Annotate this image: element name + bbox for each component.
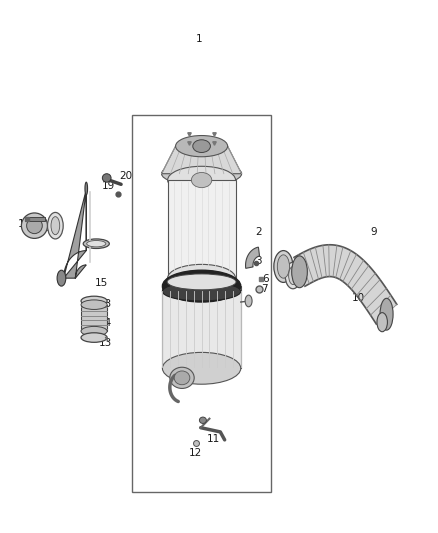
Bar (168, 180, 236, 278)
Text: 14: 14 (99, 318, 113, 328)
Text: 19: 19 (101, 181, 115, 191)
Polygon shape (64, 190, 86, 278)
Ellipse shape (102, 174, 111, 182)
Ellipse shape (162, 270, 241, 302)
Text: 8: 8 (285, 278, 292, 288)
Polygon shape (25, 217, 45, 221)
Ellipse shape (57, 270, 66, 286)
Ellipse shape (176, 135, 228, 157)
Text: 6: 6 (263, 274, 269, 284)
Text: 16: 16 (91, 240, 104, 251)
Ellipse shape (274, 251, 293, 282)
Ellipse shape (83, 239, 110, 248)
Ellipse shape (51, 216, 60, 235)
Text: 9: 9 (370, 227, 377, 237)
Text: 20: 20 (119, 172, 132, 181)
Text: 2: 2 (255, 227, 261, 237)
Ellipse shape (162, 352, 241, 384)
Bar (81, 305, 107, 331)
Ellipse shape (193, 140, 210, 152)
Text: 13: 13 (99, 298, 113, 309)
Text: 15: 15 (95, 278, 108, 288)
Ellipse shape (167, 274, 236, 290)
Polygon shape (294, 245, 397, 324)
Ellipse shape (191, 173, 212, 188)
Text: 4: 4 (275, 256, 281, 266)
Ellipse shape (292, 256, 307, 288)
Text: 11: 11 (207, 434, 220, 444)
Ellipse shape (87, 240, 106, 247)
Ellipse shape (285, 262, 301, 289)
Ellipse shape (21, 213, 47, 238)
Ellipse shape (170, 367, 194, 389)
Ellipse shape (277, 255, 290, 278)
Ellipse shape (377, 313, 388, 332)
Bar (132, 115, 271, 492)
Ellipse shape (174, 371, 190, 385)
Polygon shape (162, 146, 242, 174)
Ellipse shape (81, 296, 107, 306)
Text: 13: 13 (99, 338, 113, 349)
Text: 5: 5 (294, 262, 300, 271)
Ellipse shape (380, 298, 393, 330)
Text: 7: 7 (261, 284, 268, 294)
Ellipse shape (162, 162, 242, 185)
Text: 3: 3 (255, 256, 261, 266)
Ellipse shape (168, 166, 236, 194)
Ellipse shape (85, 182, 88, 195)
Text: 17: 17 (18, 219, 31, 229)
Ellipse shape (245, 295, 252, 307)
Ellipse shape (162, 282, 241, 301)
Text: 18: 18 (46, 223, 60, 233)
Ellipse shape (289, 266, 297, 285)
Ellipse shape (81, 333, 107, 342)
Ellipse shape (199, 417, 206, 423)
Ellipse shape (27, 217, 42, 233)
Bar (162, 286, 241, 368)
Ellipse shape (81, 300, 107, 310)
Ellipse shape (168, 264, 236, 292)
Ellipse shape (81, 326, 107, 336)
Text: 1: 1 (196, 34, 203, 44)
Ellipse shape (47, 213, 63, 239)
Polygon shape (246, 247, 260, 268)
Text: 12: 12 (188, 448, 201, 458)
Text: 10: 10 (352, 293, 365, 303)
